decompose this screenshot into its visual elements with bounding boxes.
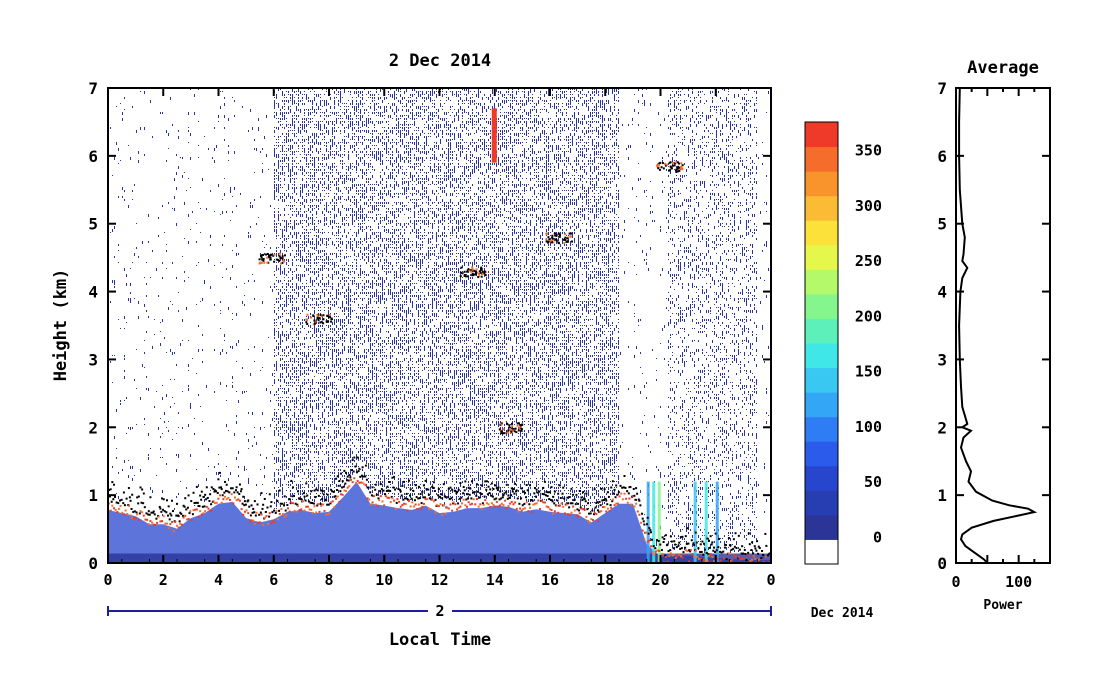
avg-y-tick-label: 5 (937, 215, 947, 234)
colorbar-swatch (805, 465, 838, 491)
date-bar-suffix: Dec 2014 (811, 606, 874, 621)
y-tick-label: 2 (88, 418, 98, 437)
x-axis-label: Local Time (389, 630, 491, 650)
colorbar-swatch (805, 244, 838, 270)
colorbar-swatch (805, 269, 838, 295)
colorbar-tick-label: 150 (855, 363, 882, 381)
colorbar-swatch (805, 171, 838, 197)
colorbar-swatch (805, 367, 838, 393)
colorbar-swatch (805, 392, 838, 418)
average-profile-line (958, 87, 1038, 564)
rain-streak (704, 481, 708, 563)
average-plot-frame (955, 87, 1051, 564)
colorbar: 0 50 100 150 200 250 300 350 (804, 121, 882, 565)
y-tick-label: 3 (88, 350, 98, 369)
date-bar: 2 (107, 602, 772, 620)
avg-y-tick-label: 2 (937, 418, 947, 437)
x-tick-label: 12 (430, 571, 448, 589)
rain-streak (715, 481, 719, 563)
avg-y-tick-label: 4 (937, 283, 947, 302)
vertical-streak (491, 108, 497, 163)
average-profile-plot: Average 0 1 2 3 4 5 6 7 0 100 Power (937, 58, 1051, 613)
avg-y-tick-label: 6 (937, 147, 947, 166)
colorbar-tick-label: 350 (855, 142, 882, 160)
colorbar-tick-label: 200 (855, 307, 882, 325)
average-title: Average (967, 58, 1039, 78)
y-tick-label: 1 (88, 486, 98, 505)
colorbar-tick-label: 50 (864, 473, 882, 491)
main-title: 2 Dec 2014 (389, 51, 491, 71)
x-tick-label: 6 (269, 571, 278, 589)
rain-streak (693, 481, 697, 563)
colorbar-swatch (805, 122, 838, 148)
x-tick-label: 16 (541, 571, 559, 589)
rain-streak (657, 481, 661, 563)
avg-y-tick-label: 1 (937, 486, 947, 505)
avg-y-tick-label: 0 (937, 554, 947, 573)
boundary-layer-top (108, 456, 771, 563)
x-tick-label: 22 (707, 571, 725, 589)
x-tick-label: 20 (651, 571, 669, 589)
avg-x-tick-label: 100 (1005, 573, 1032, 591)
colorbar-swatch (805, 343, 838, 369)
colorbar-frame (804, 121, 839, 565)
x-tick-label: 10 (375, 571, 393, 589)
x-tick-label: 8 (324, 571, 333, 589)
average-profile-series (958, 87, 1038, 564)
y-tick-label: 6 (88, 147, 98, 166)
rain-streak (652, 481, 656, 563)
y-tick-label: 0 (88, 554, 98, 573)
average-axes: 0 1 2 3 4 5 6 7 0 100 (937, 79, 1051, 591)
x-tick-label: 14 (486, 571, 504, 589)
colorbar-tick-label: 100 (855, 418, 882, 436)
rain-streak (646, 481, 650, 563)
date-bar-label-bg (428, 602, 452, 620)
avg-y-tick-label: 7 (937, 79, 947, 98)
avg-x-tick-label: 0 (951, 573, 960, 591)
heatmap-background (108, 88, 771, 563)
colorbar-swatch (805, 514, 838, 540)
x-tick-label: 18 (596, 571, 614, 589)
date-bar-label: 2 (435, 602, 444, 620)
colorbar-swatch (805, 220, 838, 246)
y-axis-label: Height (km) (51, 269, 71, 382)
colorbar-swatch (805, 293, 838, 319)
y-tick-label: 5 (88, 215, 98, 234)
colorbar-tick-label: 300 (855, 197, 882, 215)
y-tick-label: 4 (88, 283, 98, 302)
x-tick-label: 0 (766, 571, 775, 589)
colorbar-swatch (805, 416, 838, 442)
y-tick-label: 7 (88, 79, 98, 98)
elevated-layers (258, 161, 684, 435)
colorbar-swatch (805, 539, 838, 565)
avg-y-tick-label: 3 (937, 350, 947, 369)
average-x-axis-label: Power (983, 598, 1022, 613)
x-tick-label: 4 (214, 571, 223, 589)
boundary-layer-fill (108, 481, 771, 563)
colorbar-swatch (805, 195, 838, 221)
x-tick-label: 2 (159, 571, 168, 589)
colorbar-swatch (805, 441, 838, 467)
colorbar-tick-label: 0 (873, 528, 882, 546)
colorbar-swatch (805, 318, 838, 344)
colorbar-swatch (805, 146, 838, 172)
colorbar-swatch (805, 490, 838, 516)
x-tick-label: 0 (103, 571, 112, 589)
colorbar-tick-label: 250 (855, 252, 882, 270)
heatmap-area (108, 88, 771, 563)
